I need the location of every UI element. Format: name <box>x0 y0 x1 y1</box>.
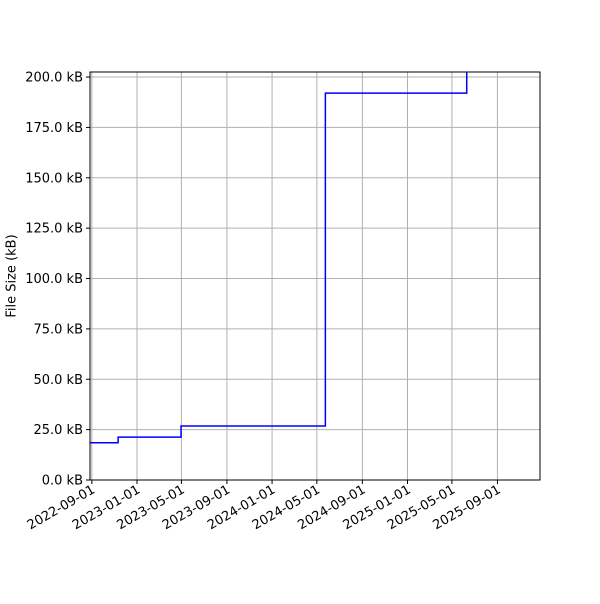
series-layer <box>90 72 468 444</box>
y-tick-label: 0.0 kB <box>42 474 83 489</box>
plot-frame <box>89 71 541 481</box>
y-tick-label: 200.0 kB <box>25 71 83 86</box>
y-axis: 0.0 kB 25.0 kB 50.0 kB 75.0 kB 100.0 kB 125.0… <box>25 71 90 489</box>
y-tick-label: 150.0 kB <box>25 171 83 186</box>
y-axis-label: File Size (kB) <box>5 234 20 317</box>
grid <box>90 72 540 481</box>
y-tick-label: 75.0 kB <box>33 322 83 337</box>
y-tick-label: 125.0 kB <box>25 222 83 237</box>
x-axis: 2022-09-012023-01-012023-05-012023-09-01… <box>25 480 503 533</box>
y-tick-label: 175.0 kB <box>25 121 83 136</box>
y-tick-label: 50.0 kB <box>33 373 83 388</box>
y-tick-label: 100.0 kB <box>25 272 83 287</box>
y-tick-label: 25.0 kB <box>33 423 83 438</box>
series-line <box>90 72 468 444</box>
